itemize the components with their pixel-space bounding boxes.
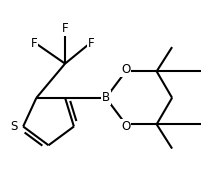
Text: S: S — [11, 120, 18, 133]
Text: F: F — [88, 37, 95, 50]
Text: O: O — [121, 63, 130, 76]
Text: F: F — [62, 22, 68, 35]
Text: F: F — [31, 37, 37, 50]
Text: B: B — [102, 91, 110, 104]
Text: O: O — [121, 120, 130, 133]
